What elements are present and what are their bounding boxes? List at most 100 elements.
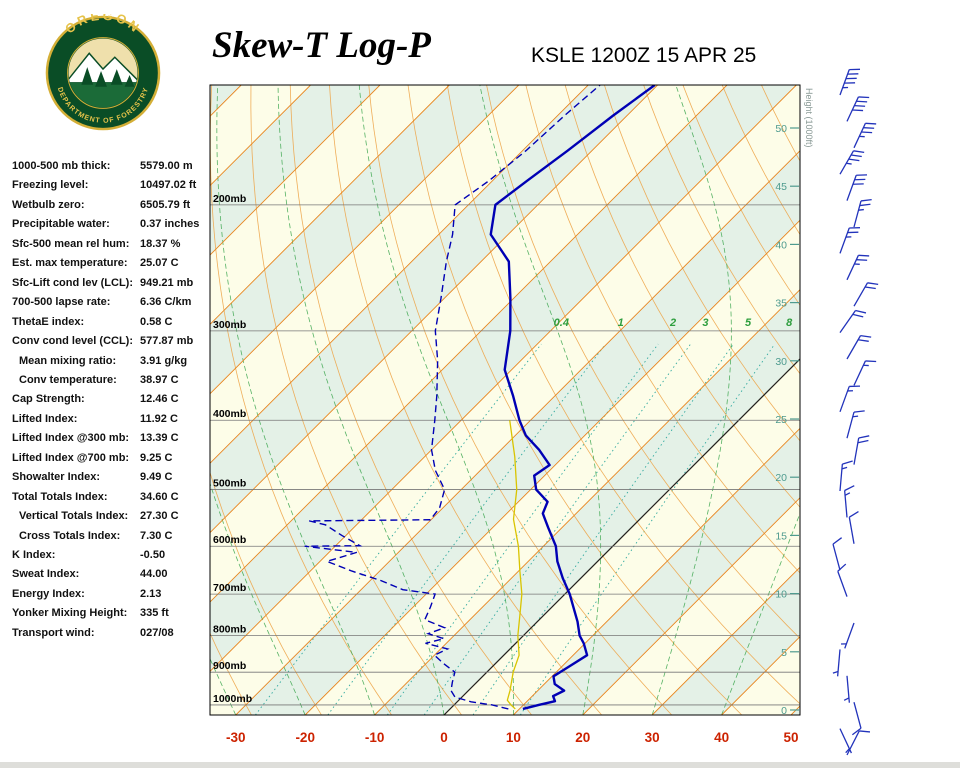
index-label: Freezing level:: [12, 179, 89, 192]
index-row: Cross Totals Index: 7.30 C: [12, 530, 217, 549]
isotherms: [210, 85, 800, 715]
wind-barb-column: [832, 68, 879, 756]
temperature-trace: [489, 85, 656, 711]
index-row: Transport wind: 027/08: [12, 627, 217, 646]
index-label: Precipitable water:: [12, 218, 110, 231]
svg-text:900mb: 900mb: [213, 660, 246, 672]
temp-axis-labels: -30 -20 -10 0 10 20 30 40 50: [226, 730, 798, 745]
index-row: Precipitable water: 0.37 inches: [12, 218, 217, 237]
height-axis-title: Height (1000ft): [804, 88, 814, 148]
index-row: Mean mixing ratio: 3.91 g/kg: [12, 355, 217, 374]
index-value: 9.49 C: [140, 471, 173, 484]
svg-text:300mb: 300mb: [213, 319, 246, 331]
index-row: Freezing level: 10497.02 ft: [12, 179, 217, 198]
index-label: Sweat Index:: [12, 568, 80, 581]
odf-logo: OREGON DEPARTMENT OF FORESTRY: [45, 14, 161, 131]
index-value: 13.39 C: [140, 432, 179, 445]
index-label: Conv temperature:: [19, 373, 117, 386]
svg-text:40: 40: [775, 239, 787, 251]
index-row: Lifted Index @700 mb: 9.25 C: [12, 452, 217, 471]
index-label: Lifted Index @700 mb:: [12, 451, 130, 464]
index-row: Energy Index: 2.13: [12, 588, 217, 607]
index-value: 27.30 C: [140, 510, 179, 523]
svg-text:600mb: 600mb: [213, 534, 246, 546]
index-row: K Index: -0.50: [12, 549, 217, 568]
index-value: 0.37 inches: [140, 218, 200, 231]
svg-text:20: 20: [575, 730, 590, 745]
svg-text:0.4: 0.4: [554, 317, 569, 329]
index-label: Cross Totals Index:: [19, 529, 121, 542]
svg-text:10: 10: [506, 730, 521, 745]
svg-text:40: 40: [714, 730, 729, 745]
index-label: Sfc-Lift cond lev (LCL):: [12, 276, 133, 289]
svg-text:5: 5: [781, 647, 787, 659]
index-label: 700-500 lapse rate:: [12, 296, 111, 309]
svg-text:0: 0: [781, 705, 787, 717]
index-row: 1000-500 mb thick: 5579.00 m: [12, 160, 217, 179]
svg-text:20: 20: [775, 472, 787, 484]
index-label: Est. max temperature:: [12, 257, 128, 270]
index-label: Sfc-500 mean rel hum:: [12, 237, 130, 250]
moist-adiabats: [210, 85, 800, 715]
index-value: -0.50: [140, 549, 166, 561]
index-value: 25.07 C: [140, 257, 179, 270]
dewpoint-trace: [304, 85, 601, 710]
index-value: 44.00: [140, 568, 168, 581]
index-row: Lifted Index @300 mb: 13.39 C: [12, 432, 217, 451]
index-value: 10497.02 ft: [140, 179, 197, 192]
svg-text:15: 15: [775, 530, 787, 542]
svg-text:-30: -30: [226, 730, 246, 745]
index-value: 6.36 C/km: [140, 296, 192, 309]
svg-text:-20: -20: [295, 730, 315, 745]
index-label: 1000-500 mb thick:: [12, 160, 111, 172]
svg-text:-10: -10: [365, 730, 385, 745]
sounding-traces: [304, 85, 656, 711]
index-label: Cap Strength:: [12, 393, 85, 406]
index-row: Cap Strength: 12.46 C: [12, 393, 217, 412]
pressure-lines: [210, 204, 800, 706]
svg-text:2: 2: [669, 317, 676, 329]
svg-text:1: 1: [618, 317, 624, 329]
index-row: Conv temperature: 38.97 C: [12, 374, 217, 393]
index-value: 7.30 C: [140, 529, 173, 542]
index-value: 027/08: [140, 626, 174, 639]
svg-text:35: 35: [775, 298, 787, 310]
index-value: 5579.00 m: [140, 160, 193, 172]
svg-text:50: 50: [783, 730, 798, 745]
svg-text:5: 5: [745, 317, 752, 329]
page-title: Skew-T Log-P: [212, 25, 431, 66]
index-label: Showalter Index:: [12, 471, 101, 484]
height-axis: 0 5 10 15 20 25 30 35 40 45 50 Height (1000ft): [775, 88, 814, 717]
svg-text:700mb: 700mb: [213, 582, 246, 594]
index-value: 34.60 C: [140, 490, 179, 503]
mixing-ratio-labels: 0.4 1 2 3 5 8: [554, 317, 793, 329]
dry-adiabats: [210, 85, 800, 715]
index-row: ThetaE index: 0.58 C: [12, 316, 217, 335]
index-value: 12.46 C: [140, 393, 179, 406]
index-value: 577.87 mb: [140, 335, 194, 348]
index-label: Lifted Index @300 mb:: [12, 432, 130, 445]
index-row: Sweat Index: 44.00: [12, 568, 217, 587]
svg-text:45: 45: [775, 181, 787, 193]
window-bottom-strip: [0, 762, 960, 768]
svg-text:8: 8: [786, 317, 793, 329]
index-label: Energy Index:: [12, 587, 85, 600]
index-value: 11.92 C: [140, 412, 178, 425]
station-datetime-label: KSLE 1200Z 15 APR 25: [531, 44, 757, 67]
svg-text:25: 25: [775, 414, 787, 426]
index-value: 9.25 C: [140, 451, 173, 464]
index-value: 0.58 C: [140, 315, 173, 328]
zero-isotherm: [443, 358, 800, 715]
pressure-labels: 200mb 300mb 400mb 500mb 600mb 700mb 800mb 900mb…: [213, 193, 252, 705]
index-value: 38.97 C: [140, 373, 179, 386]
chart-border: [209, 84, 801, 716]
index-row: Lifted Index: 11.92 C: [12, 413, 217, 432]
index-row: Est. max temperature: 25.07 C: [12, 257, 217, 276]
index-label: Vertical Totals Index:: [19, 510, 129, 523]
svg-text:50: 50: [775, 123, 787, 135]
index-label: Total Totals Index:: [12, 490, 108, 503]
index-row: 700-500 lapse rate: 6.36 C/km: [12, 296, 217, 315]
index-row: Yonker Mixing Height: 335 ft: [12, 607, 217, 626]
